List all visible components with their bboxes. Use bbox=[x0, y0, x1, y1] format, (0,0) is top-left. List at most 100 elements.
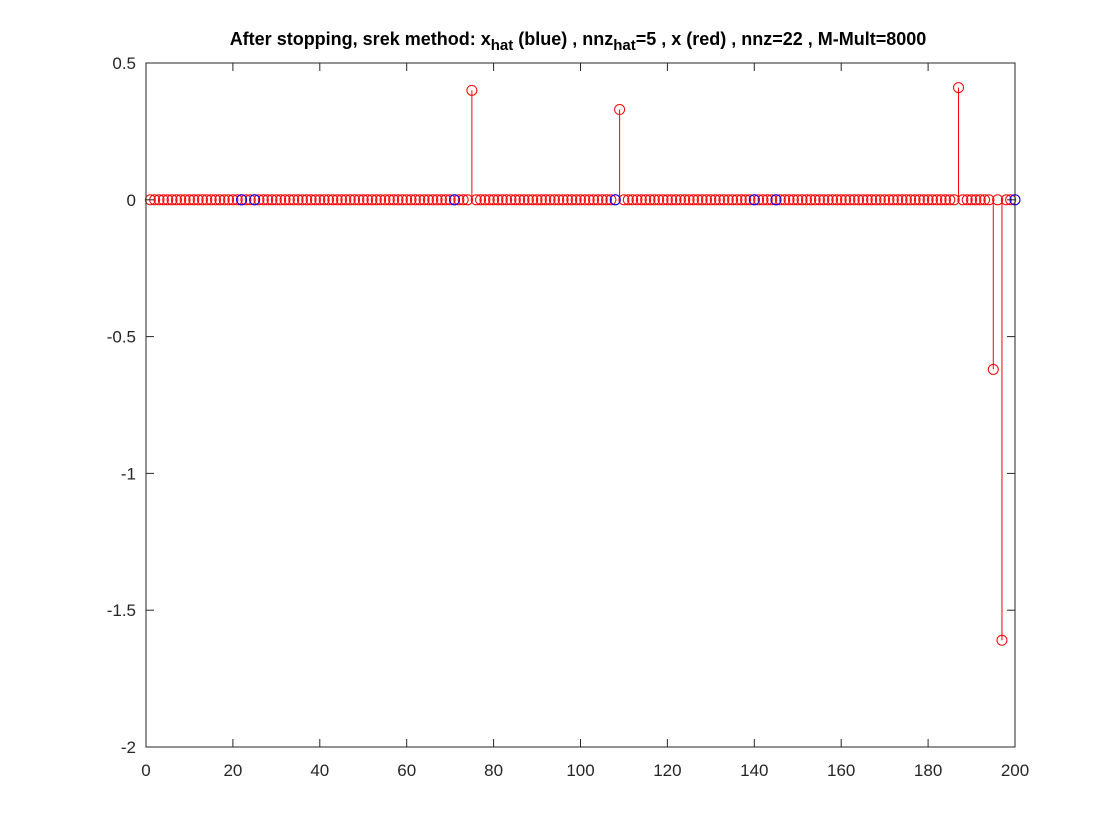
red-stem-marker bbox=[375, 194, 387, 206]
red-stem-marker bbox=[331, 194, 343, 206]
red-stem-marker bbox=[727, 194, 739, 206]
red-stem-marker bbox=[983, 194, 995, 206]
red-stem-marker bbox=[696, 194, 708, 206]
red-stem-marker bbox=[240, 194, 252, 206]
red-stem-marker bbox=[553, 194, 565, 206]
red-stem-marker bbox=[183, 194, 195, 206]
red-stem-marker bbox=[987, 363, 999, 375]
red-stem-marker bbox=[953, 82, 965, 94]
red-stem-marker bbox=[327, 194, 339, 206]
red-stem-marker bbox=[857, 194, 869, 206]
red-stem-marker bbox=[601, 194, 613, 206]
red-stem-marker bbox=[766, 194, 778, 206]
red-stem-marker bbox=[909, 194, 921, 206]
title-part: (blue) , nnz bbox=[513, 29, 613, 49]
red-stem-marker bbox=[887, 194, 899, 206]
red-stem-marker bbox=[757, 194, 769, 206]
red-stem-marker bbox=[979, 194, 991, 206]
blue-marker bbox=[448, 194, 460, 206]
x-tick-label: 40 bbox=[310, 761, 329, 780]
red-stem-marker bbox=[835, 194, 847, 206]
red-stem-marker bbox=[175, 194, 187, 206]
red-stem-marker bbox=[957, 194, 969, 206]
red-stem-marker bbox=[192, 194, 204, 206]
red-stem-marker bbox=[301, 194, 313, 206]
red-stem-marker bbox=[292, 194, 304, 206]
red-stem-marker bbox=[753, 194, 765, 206]
x-tick-label: 200 bbox=[1001, 761, 1029, 780]
series-layer bbox=[144, 82, 1021, 646]
red-stem-marker bbox=[179, 194, 191, 206]
red-stem-marker bbox=[666, 194, 678, 206]
red-stem-marker bbox=[679, 194, 691, 206]
title-part: After stopping, srek method: x bbox=[230, 29, 491, 49]
red-stem-marker bbox=[913, 194, 925, 206]
red-stem-marker bbox=[779, 194, 791, 206]
red-stem-marker bbox=[522, 194, 534, 206]
red-stem-marker bbox=[561, 194, 573, 206]
red-stem-marker bbox=[818, 194, 830, 206]
blue-marker bbox=[770, 194, 782, 206]
red-stem-marker bbox=[809, 194, 821, 206]
red-stem-marker bbox=[214, 194, 226, 206]
red-stem-marker bbox=[162, 194, 174, 206]
red-stem-marker bbox=[648, 194, 660, 206]
y-tick-label: 0 bbox=[127, 191, 136, 210]
x-tick-label: 180 bbox=[914, 761, 942, 780]
title-part: hat bbox=[613, 37, 636, 54]
red-stem-marker bbox=[501, 194, 513, 206]
y-tick-label: 0.5 bbox=[112, 54, 136, 73]
red-stem-marker bbox=[435, 194, 447, 206]
red-stem-marker bbox=[944, 194, 956, 206]
red-stem-marker bbox=[388, 194, 400, 206]
red-stem-marker bbox=[540, 194, 552, 206]
red-stem-marker bbox=[492, 194, 504, 206]
red-stem-marker bbox=[383, 194, 395, 206]
red-stem-marker bbox=[453, 194, 465, 206]
plot-area bbox=[146, 63, 1015, 747]
red-stem-marker bbox=[344, 194, 356, 206]
red-stem-marker bbox=[514, 194, 526, 206]
red-stem-marker bbox=[488, 194, 500, 206]
red-stem-marker bbox=[340, 194, 352, 206]
red-stem-marker bbox=[579, 194, 591, 206]
tick-layer: 0 20 40 60 80 100 120 140 160 180 200 -2 -1.5 -1 -0.5 0… bbox=[107, 54, 1029, 780]
red-stem-marker bbox=[653, 194, 665, 206]
red-stem-marker bbox=[353, 194, 365, 206]
red-stem-marker bbox=[414, 194, 426, 206]
red-stem-marker bbox=[444, 194, 456, 206]
red-stem-marker bbox=[844, 194, 856, 206]
red-stem-marker bbox=[210, 194, 222, 206]
red-stem-marker bbox=[848, 194, 860, 206]
red-stem-marker bbox=[288, 194, 300, 206]
red-stem-marker bbox=[462, 194, 474, 206]
red-stem-marker bbox=[683, 194, 695, 206]
x-tick-label: 0 bbox=[141, 761, 150, 780]
red-stem-marker bbox=[813, 194, 825, 206]
red-stem-marker bbox=[714, 194, 726, 206]
red-stem-marker bbox=[709, 194, 721, 206]
red-stem-marker bbox=[223, 194, 235, 206]
red-stem-marker bbox=[518, 194, 530, 206]
red-stem-marker bbox=[992, 194, 1004, 206]
red-stem-marker bbox=[266, 194, 278, 206]
red-stem-marker bbox=[535, 194, 547, 206]
blue-marker bbox=[609, 194, 621, 206]
x-tick-label: 120 bbox=[653, 761, 681, 780]
red-stem-marker bbox=[974, 194, 986, 206]
red-stem-marker bbox=[792, 194, 804, 206]
red-stem-marker bbox=[275, 194, 287, 206]
red-stem-marker bbox=[253, 194, 265, 206]
red-stem-marker bbox=[892, 194, 904, 206]
y-tick-label: -0.5 bbox=[107, 328, 136, 347]
red-stem-marker bbox=[196, 194, 208, 206]
red-stem-marker bbox=[527, 194, 539, 206]
red-stem-marker bbox=[805, 194, 817, 206]
red-stem-marker bbox=[800, 194, 812, 206]
blue-marker bbox=[249, 194, 261, 206]
red-stem-marker bbox=[635, 194, 647, 206]
red-stem-marker bbox=[931, 194, 943, 206]
red-stem-marker bbox=[831, 194, 843, 206]
title-part: hat bbox=[491, 37, 514, 54]
